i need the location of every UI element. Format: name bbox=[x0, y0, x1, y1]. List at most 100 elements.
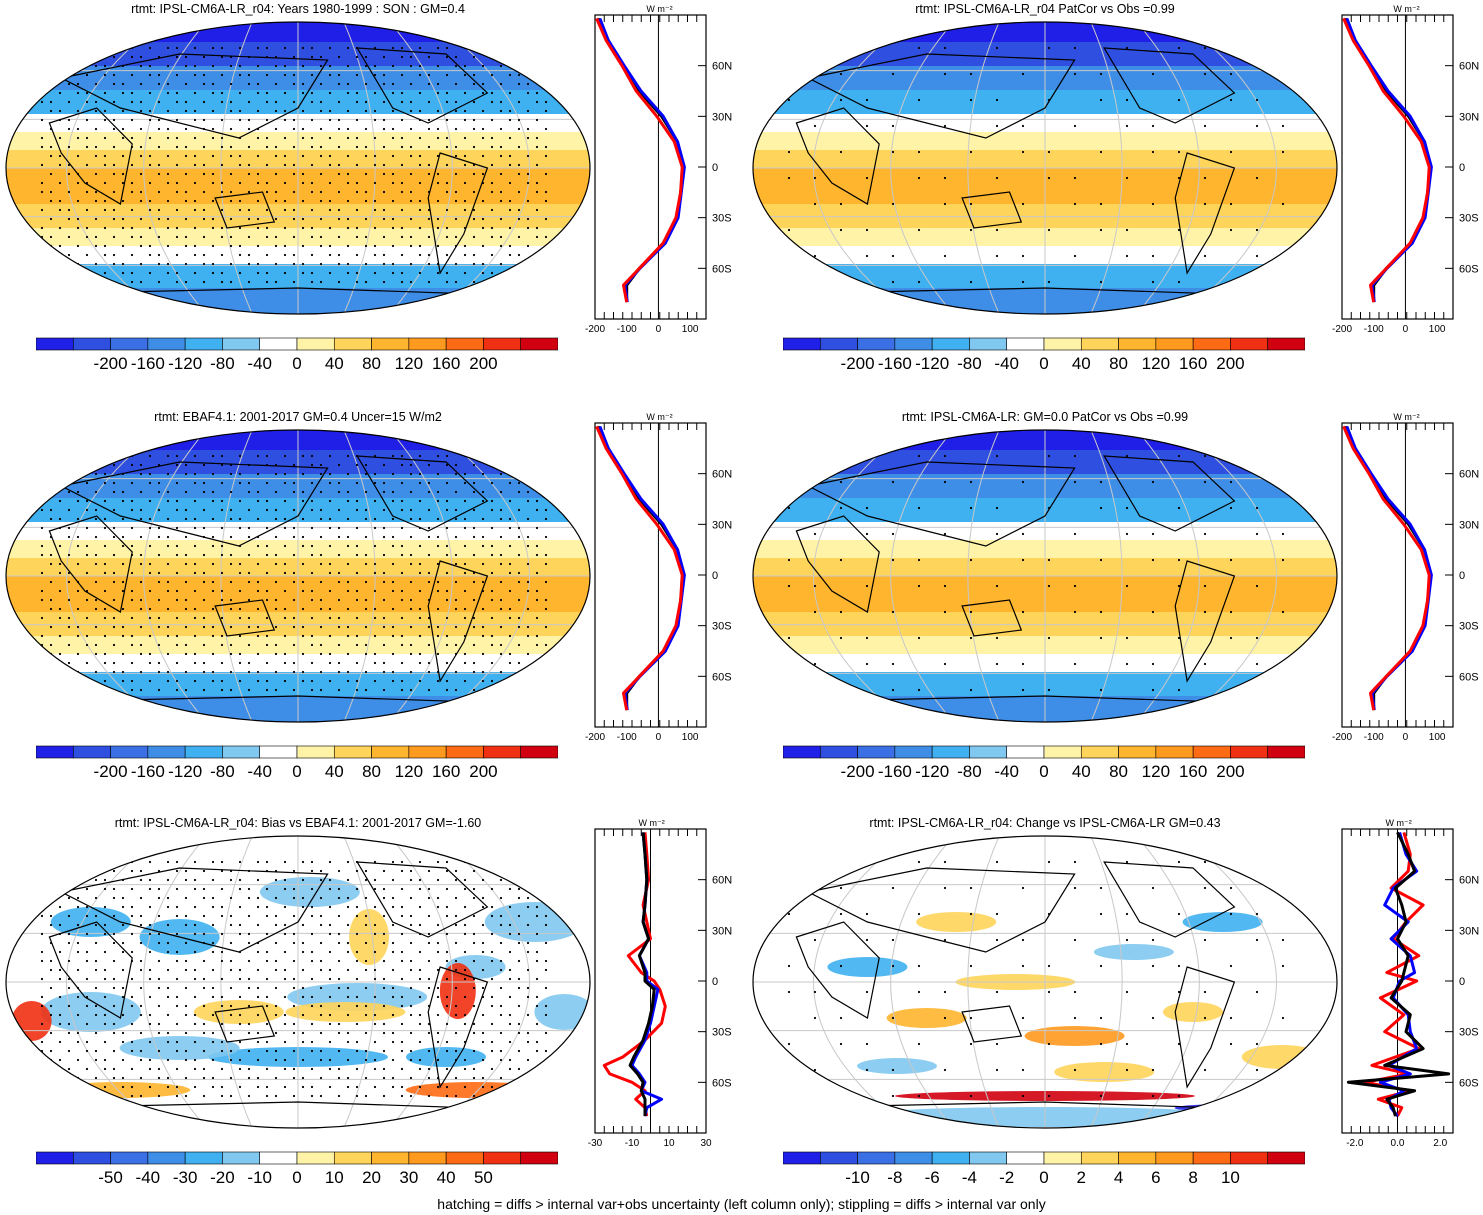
colorbar-tick-label: 50 bbox=[473, 1168, 493, 1187]
map-field bbox=[753, 22, 1337, 314]
zonal-series-line bbox=[1345, 17, 1433, 303]
zonal-lat-tick-label: 60S bbox=[712, 671, 732, 683]
stippling bbox=[787, 46, 1285, 284]
zonal-x-tick-label: -100 bbox=[1364, 732, 1384, 743]
colorbar-tick-label: 120 bbox=[394, 762, 424, 781]
colorbar-swatch bbox=[1230, 1151, 1269, 1165]
zonal-x-tick-label: 100 bbox=[1429, 732, 1446, 743]
map-field bbox=[6, 22, 590, 314]
colorbar bbox=[36, 745, 558, 759]
colorbar-swatch bbox=[1043, 745, 1082, 759]
zonal-mean-plot: W m⁻² 60N 30N 0 30S 60S -30 -10 10 30 bbox=[588, 818, 732, 1149]
colorbar-tick-label: -160 bbox=[877, 354, 912, 373]
colorbar-swatch bbox=[1080, 337, 1119, 351]
panel-title: rtmt: IPSL-CM6A-LR_r04: Bias vs EBAF4.1:… bbox=[114, 816, 482, 830]
colorbar-tick-label: 30 bbox=[399, 1168, 419, 1187]
zonal-lat-tick-label: 30N bbox=[1459, 111, 1479, 123]
colorbar-swatch bbox=[1230, 745, 1269, 759]
colorbar-tick-label: 0 bbox=[292, 354, 302, 373]
zonal-series-line bbox=[602, 832, 667, 1117]
colorbar-swatch bbox=[110, 337, 149, 351]
colorbar-labels: -200 -160 -120 -80 -40 0 40 80 120 160 200 bbox=[783, 354, 1305, 374]
colorbar-tick-label: -40 bbox=[135, 1168, 161, 1187]
zonal-x-tick-label: -100 bbox=[617, 732, 637, 743]
colorbar-tick-label: 6 bbox=[1151, 1168, 1161, 1187]
colorbar-tick-label: -160 bbox=[130, 354, 165, 373]
colorbar-tick-label: -120 bbox=[168, 354, 203, 373]
zonal-x-tick-label: 0 bbox=[1403, 324, 1409, 335]
zonal-mean-plot: W m⁻² 60N 30N 0 30S 60S -200 -100 0 100 bbox=[585, 412, 732, 743]
zonal-lat-tick-label: 60S bbox=[712, 1077, 732, 1089]
colorbar-tick-label: -8 bbox=[887, 1168, 903, 1187]
colorbar-swatch bbox=[296, 1151, 335, 1165]
colorbar-swatch bbox=[110, 745, 149, 759]
map-field bbox=[753, 836, 1337, 1128]
colorbar-swatch bbox=[1192, 337, 1231, 351]
zonal-x-tick-label: 0.0 bbox=[1391, 1138, 1405, 1149]
zonal-lat-tick-label: 0 bbox=[1459, 976, 1465, 988]
colorbar-swatch bbox=[969, 745, 1008, 759]
zonal-lat-tick-label: 60N bbox=[712, 61, 732, 73]
zonal-units-label: W m⁻² bbox=[639, 818, 665, 828]
zonal-x-tick-label: 30 bbox=[700, 1138, 712, 1149]
colorbar-swatch bbox=[819, 745, 858, 759]
map-panel bbox=[752, 21, 1338, 315]
map-field bbox=[6, 430, 590, 722]
colorbar-swatch bbox=[819, 337, 858, 351]
colorbar-swatch bbox=[931, 337, 970, 351]
zonal-lat-tick-label: 0 bbox=[712, 570, 718, 582]
colorbar-tick-label: 80 bbox=[362, 762, 382, 781]
zonal-series-line bbox=[1342, 425, 1431, 711]
colorbar-tick-label: 160 bbox=[431, 762, 461, 781]
zonal-x-tick-label: -2.0 bbox=[1346, 1138, 1364, 1149]
zonal-series-line bbox=[596, 17, 686, 303]
zonal-series-line bbox=[1343, 17, 1433, 303]
zonal-lat-tick-label: 60N bbox=[712, 875, 732, 887]
map-panel bbox=[5, 21, 591, 315]
colorbar bbox=[783, 1151, 1305, 1165]
colorbar-tick-label: 40 bbox=[324, 762, 344, 781]
colorbar-swatch bbox=[1080, 1151, 1119, 1165]
colorbar-swatch bbox=[783, 337, 821, 351]
colorbar-swatch bbox=[222, 337, 261, 351]
zonal-series-line bbox=[628, 832, 656, 1117]
colorbar-swatch bbox=[36, 745, 74, 759]
colorbar-tick-label: -160 bbox=[130, 762, 165, 781]
colorbar-tick-label: 80 bbox=[1109, 354, 1129, 373]
map-field bbox=[753, 430, 1337, 722]
zonal-lat-tick-label: 30N bbox=[1459, 519, 1479, 531]
zonal-lat-tick-label: 60N bbox=[712, 469, 732, 481]
zonal-x-tick-label: 100 bbox=[682, 324, 699, 335]
colorbar-tick-label: 0 bbox=[1039, 354, 1049, 373]
colorbar-tick-label: -40 bbox=[247, 354, 272, 373]
zonal-lat-tick-label: 30S bbox=[1459, 213, 1479, 225]
stippling bbox=[787, 860, 1285, 1098]
map-panel bbox=[752, 429, 1338, 723]
colorbar-tick-label: 0 bbox=[292, 762, 302, 781]
colorbar-swatch bbox=[147, 337, 186, 351]
zonal-mean-plot: W m⁻² 60N 30N 0 30S 60S -200 -100 0 100 bbox=[585, 4, 732, 335]
colorbar-tick-label: 40 bbox=[324, 354, 344, 373]
colorbar-swatch bbox=[72, 745, 111, 759]
panel-title: rtmt: IPSL-CM6A-LR_r04 PatCor vs Obs =0.… bbox=[915, 2, 1175, 16]
colorbar-tick-label: 0 bbox=[1039, 1168, 1049, 1187]
colorbar-swatch bbox=[72, 1151, 111, 1165]
colorbar-tick-label: 2 bbox=[1076, 1168, 1087, 1187]
colorbar bbox=[783, 745, 1305, 759]
zonal-x-tick-label: 2.0 bbox=[1433, 1138, 1447, 1149]
map-panel bbox=[5, 429, 591, 723]
zonal-lat-tick-label: 0 bbox=[1459, 570, 1465, 582]
colorbar-tick-label: 40 bbox=[1071, 762, 1091, 781]
zonal-units-label: W m⁻² bbox=[1393, 412, 1419, 422]
colorbar-swatch bbox=[408, 745, 447, 759]
map-panel bbox=[5, 835, 591, 1129]
colorbar-swatch bbox=[520, 1151, 558, 1165]
colorbar-swatch bbox=[1006, 745, 1045, 759]
colorbar-tick-label: -80 bbox=[210, 354, 235, 373]
colorbar-tick-label: 0 bbox=[1039, 762, 1049, 781]
colorbar-swatch bbox=[857, 337, 896, 351]
zonal-x-tick-label: -100 bbox=[1364, 324, 1384, 335]
colorbar-tick-label: -200 bbox=[93, 762, 128, 781]
colorbar-tick-label: 10 bbox=[1220, 1168, 1240, 1187]
zonal-lat-tick-label: 60N bbox=[1459, 61, 1479, 73]
